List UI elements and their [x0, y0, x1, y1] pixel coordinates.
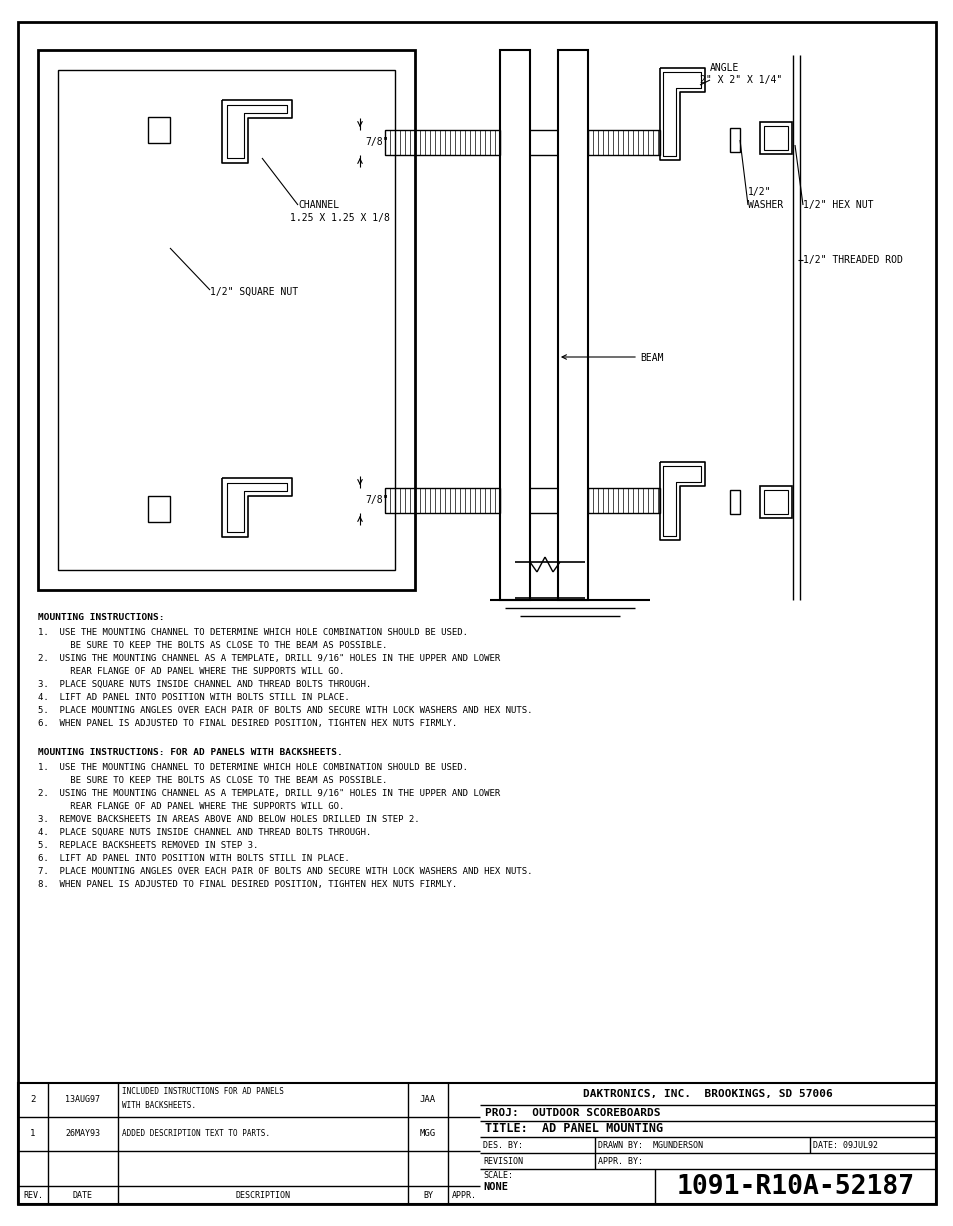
- Text: CHANNEL: CHANNEL: [297, 200, 338, 210]
- Text: 7.  PLACE MOUNTING ANGLES OVER EACH PAIR OF BOLTS AND SECURE WITH LOCK WASHERS A: 7. PLACE MOUNTING ANGLES OVER EACH PAIR …: [38, 867, 532, 877]
- Text: 4.  LIFT AD PANEL INTO POSITION WITH BOLTS STILL IN PLACE.: 4. LIFT AD PANEL INTO POSITION WITH BOLT…: [38, 693, 350, 702]
- Text: 3.  PLACE SQUARE NUTS INSIDE CHANNEL AND THREAD BOLTS THROUGH.: 3. PLACE SQUARE NUTS INSIDE CHANNEL AND …: [38, 680, 371, 689]
- Text: BY: BY: [422, 1190, 433, 1199]
- Text: REAR FLANGE OF AD PANEL WHERE THE SUPPORTS WILL GO.: REAR FLANGE OF AD PANEL WHERE THE SUPPOR…: [38, 667, 344, 676]
- Bar: [587, 488, 659, 512]
- Text: 2: 2: [30, 1096, 35, 1105]
- Bar: [38, 50, 415, 590]
- Bar: [18, 1083, 935, 1204]
- Bar: [760, 485, 791, 519]
- Text: BEAM: BEAM: [639, 353, 662, 363]
- Text: 1/2" HEX NUT: 1/2" HEX NUT: [802, 200, 873, 210]
- Text: 1/2" SQUARE NUT: 1/2" SQUARE NUT: [210, 287, 297, 297]
- Text: 13AUG97: 13AUG97: [66, 1096, 100, 1105]
- Bar: [729, 490, 740, 514]
- Text: PROJ:  OUTDOOR SCOREBOARDS: PROJ: OUTDOOR SCOREBOARDS: [484, 1108, 659, 1118]
- Text: 1/2" THREADED ROD: 1/2" THREADED ROD: [802, 255, 902, 265]
- Bar: [763, 490, 787, 514]
- Text: DATE: DATE: [73, 1190, 92, 1199]
- Text: REV.: REV.: [23, 1190, 43, 1199]
- Text: 5.  PLACE MOUNTING ANGLES OVER EACH PAIR OF BOLTS AND SECURE WITH LOCK WASHERS A: 5. PLACE MOUNTING ANGLES OVER EACH PAIR …: [38, 706, 532, 715]
- Text: REVISION: REVISION: [482, 1156, 522, 1166]
- Bar: [385, 130, 499, 154]
- Text: 6.  LIFT AD PANEL INTO POSITION WITH BOLTS STILL IN PLACE.: 6. LIFT AD PANEL INTO POSITION WITH BOLT…: [38, 855, 350, 863]
- Text: REAR FLANGE OF AD PANEL WHERE THE SUPPORTS WILL GO.: REAR FLANGE OF AD PANEL WHERE THE SUPPOR…: [38, 802, 344, 812]
- Bar: [58, 70, 395, 570]
- Text: 6.  WHEN PANEL IS ADJUSTED TO FINAL DESIRED POSITION, TIGHTEN HEX NUTS FIRMLY.: 6. WHEN PANEL IS ADJUSTED TO FINAL DESIR…: [38, 718, 456, 728]
- Text: SCALE:: SCALE:: [482, 1171, 513, 1179]
- Text: NONE: NONE: [482, 1182, 507, 1192]
- Text: MOUNTING INSTRUCTIONS:: MOUNTING INSTRUCTIONS:: [38, 613, 164, 622]
- Text: JAA: JAA: [419, 1096, 436, 1105]
- Text: INCLUDED INSTRUCTIONS FOR AD PANELS: INCLUDED INSTRUCTIONS FOR AD PANELS: [122, 1087, 284, 1096]
- Text: DATE: 09JUL92: DATE: 09JUL92: [812, 1140, 877, 1150]
- Text: WITH BACKSHEETS.: WITH BACKSHEETS.: [122, 1101, 195, 1110]
- Text: ANGLE: ANGLE: [709, 63, 739, 74]
- Text: 1.  USE THE MOUNTING CHANNEL TO DETERMINE WHICH HOLE COMBINATION SHOULD BE USED.: 1. USE THE MOUNTING CHANNEL TO DETERMINE…: [38, 763, 468, 772]
- Text: APPR.: APPR.: [451, 1190, 476, 1199]
- Bar: [558, 50, 587, 600]
- Text: 5.  REPLACE BACKSHEETS REMOVED IN STEP 3.: 5. REPLACE BACKSHEETS REMOVED IN STEP 3.: [38, 841, 258, 850]
- Text: 1/2": 1/2": [747, 188, 771, 197]
- Bar: [385, 488, 499, 512]
- Text: MOUNTING INSTRUCTIONS: FOR AD PANELS WITH BACKSHEETS.: MOUNTING INSTRUCTIONS: FOR AD PANELS WIT…: [38, 748, 342, 756]
- Bar: [760, 123, 791, 154]
- Text: 1.25 X 1.25 X 1/8: 1.25 X 1.25 X 1/8: [290, 213, 390, 223]
- Text: 7/8": 7/8": [365, 495, 388, 505]
- Text: BE SURE TO KEEP THE BOLTS AS CLOSE TO THE BEAM AS POSSIBLE.: BE SURE TO KEEP THE BOLTS AS CLOSE TO TH…: [38, 776, 387, 785]
- Text: ADDED DESCRIPTION TEXT TO PARTS.: ADDED DESCRIPTION TEXT TO PARTS.: [122, 1129, 270, 1139]
- Text: APPR. BY:: APPR. BY:: [598, 1156, 642, 1166]
- Bar: [763, 126, 787, 150]
- Bar: [148, 497, 170, 522]
- Bar: [729, 128, 740, 152]
- Text: BE SURE TO KEEP THE BOLTS AS CLOSE TO THE BEAM AS POSSIBLE.: BE SURE TO KEEP THE BOLTS AS CLOSE TO TH…: [38, 641, 387, 650]
- Text: 26MAY93: 26MAY93: [66, 1129, 100, 1139]
- Text: 2.  USING THE MOUNTING CHANNEL AS A TEMPLATE, DRILL 9/16" HOLES IN THE UPPER AND: 2. USING THE MOUNTING CHANNEL AS A TEMPL…: [38, 790, 499, 798]
- Text: 2" X 2" X 1/4": 2" X 2" X 1/4": [700, 75, 781, 85]
- Bar: [587, 130, 659, 154]
- Text: 2.  USING THE MOUNTING CHANNEL AS A TEMPLATE, DRILL 9/16" HOLES IN THE UPPER AND: 2. USING THE MOUNTING CHANNEL AS A TEMPL…: [38, 653, 499, 663]
- Text: 7/8": 7/8": [365, 137, 388, 147]
- Text: DRAWN BY:  MGUNDERSON: DRAWN BY: MGUNDERSON: [598, 1140, 702, 1150]
- Text: DAKTRONICS, INC.  BROOKINGS, SD 57006: DAKTRONICS, INC. BROOKINGS, SD 57006: [582, 1089, 832, 1098]
- Text: DES. BY:: DES. BY:: [482, 1140, 522, 1150]
- Text: 1091-R10A-52187: 1091-R10A-52187: [676, 1173, 914, 1199]
- Bar: [148, 116, 170, 143]
- Text: DESCRIPTION: DESCRIPTION: [235, 1190, 291, 1199]
- Text: 1: 1: [30, 1129, 35, 1139]
- Text: 3.  REMOVE BACKSHEETS IN AREAS ABOVE AND BELOW HOLES DRILLED IN STEP 2.: 3. REMOVE BACKSHEETS IN AREAS ABOVE AND …: [38, 815, 419, 824]
- Text: 4.  PLACE SQUARE NUTS INSIDE CHANNEL AND THREAD BOLTS THROUGH.: 4. PLACE SQUARE NUTS INSIDE CHANNEL AND …: [38, 828, 371, 837]
- Bar: [499, 50, 530, 600]
- Text: WASHER: WASHER: [747, 200, 782, 210]
- Text: 8.  WHEN PANEL IS ADJUSTED TO FINAL DESIRED POSITION, TIGHTEN HEX NUTS FIRMLY.: 8. WHEN PANEL IS ADJUSTED TO FINAL DESIR…: [38, 880, 456, 889]
- Text: 1.  USE THE MOUNTING CHANNEL TO DETERMINE WHICH HOLE COMBINATION SHOULD BE USED.: 1. USE THE MOUNTING CHANNEL TO DETERMINE…: [38, 628, 468, 638]
- Text: TITLE:  AD PANEL MOUNTING: TITLE: AD PANEL MOUNTING: [484, 1123, 662, 1135]
- Text: MGG: MGG: [419, 1129, 436, 1139]
